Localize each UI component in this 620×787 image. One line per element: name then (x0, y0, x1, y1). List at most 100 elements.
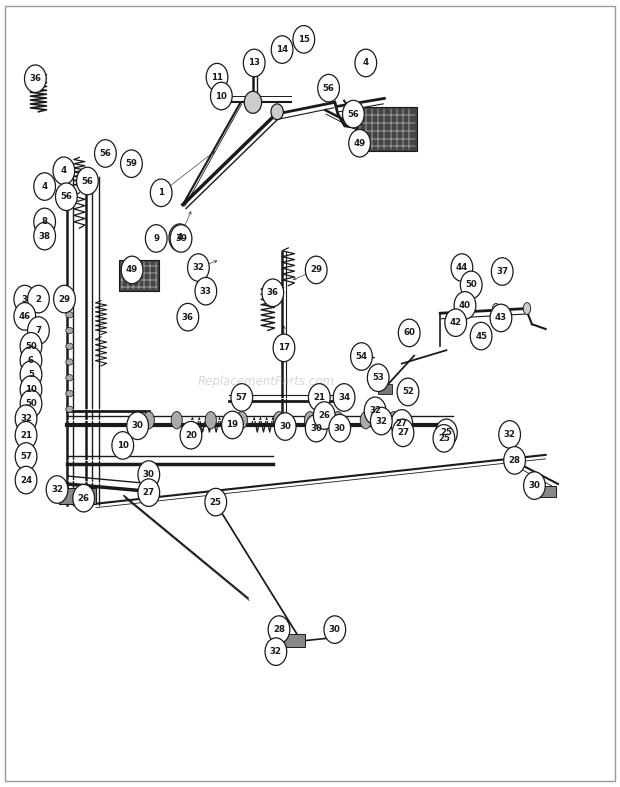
Text: 27: 27 (396, 419, 408, 428)
Circle shape (433, 425, 454, 452)
Text: 26: 26 (318, 411, 330, 420)
Ellipse shape (66, 312, 73, 318)
Circle shape (268, 615, 290, 644)
Circle shape (293, 25, 315, 54)
Text: 19: 19 (226, 420, 239, 430)
Text: 37: 37 (496, 267, 508, 276)
Text: 10: 10 (215, 91, 228, 101)
Ellipse shape (205, 412, 216, 429)
Text: 56: 56 (322, 83, 335, 93)
Circle shape (20, 376, 42, 403)
Ellipse shape (461, 305, 469, 316)
Circle shape (391, 409, 413, 437)
Text: 34: 34 (338, 393, 350, 402)
Circle shape (177, 303, 198, 331)
Circle shape (187, 253, 210, 281)
Ellipse shape (66, 406, 73, 412)
Ellipse shape (66, 390, 73, 397)
Circle shape (243, 49, 265, 77)
Text: 11: 11 (211, 72, 223, 82)
Ellipse shape (332, 412, 343, 429)
Text: 29: 29 (310, 265, 322, 275)
Circle shape (342, 100, 365, 127)
Ellipse shape (66, 327, 73, 334)
Text: 56: 56 (99, 149, 112, 158)
Text: 5: 5 (28, 370, 34, 379)
Text: 54: 54 (355, 352, 368, 361)
Text: 21: 21 (20, 430, 32, 440)
Circle shape (112, 431, 134, 459)
Text: 28: 28 (508, 456, 521, 465)
Circle shape (145, 225, 167, 252)
Circle shape (53, 157, 75, 185)
Text: 32: 32 (270, 647, 282, 656)
Circle shape (14, 286, 36, 312)
Text: 32: 32 (375, 416, 388, 426)
Ellipse shape (66, 343, 73, 349)
Text: 30: 30 (329, 625, 341, 634)
Circle shape (498, 420, 521, 448)
Circle shape (445, 309, 467, 337)
Text: 1: 1 (158, 188, 164, 198)
Circle shape (367, 364, 389, 392)
Text: 46: 46 (19, 312, 31, 321)
Text: 36: 36 (182, 312, 194, 322)
Circle shape (56, 183, 77, 210)
FancyBboxPatch shape (119, 260, 159, 291)
Text: 56: 56 (81, 176, 94, 186)
Text: 32: 32 (192, 263, 205, 272)
Circle shape (25, 65, 46, 92)
FancyBboxPatch shape (232, 389, 244, 406)
Circle shape (20, 346, 42, 374)
Circle shape (20, 332, 42, 360)
Text: 10: 10 (25, 385, 37, 394)
Circle shape (397, 379, 419, 406)
Text: 4: 4 (177, 233, 183, 242)
Circle shape (350, 343, 372, 370)
Circle shape (73, 484, 95, 512)
Circle shape (364, 397, 386, 425)
Text: 57: 57 (236, 393, 248, 402)
Circle shape (151, 179, 172, 207)
Text: 30: 30 (528, 481, 541, 490)
Circle shape (313, 401, 335, 430)
FancyBboxPatch shape (59, 488, 96, 504)
Circle shape (14, 303, 36, 331)
Circle shape (460, 271, 482, 299)
Circle shape (120, 150, 142, 178)
Text: 17: 17 (278, 343, 290, 353)
Circle shape (46, 475, 68, 504)
Text: ReplacementParts.com: ReplacementParts.com (198, 375, 335, 388)
Text: 15: 15 (298, 35, 310, 44)
Text: 40: 40 (459, 301, 471, 310)
Ellipse shape (66, 296, 73, 302)
Text: 33: 33 (200, 286, 212, 296)
Text: 49: 49 (353, 139, 366, 148)
Circle shape (523, 472, 546, 499)
FancyBboxPatch shape (378, 384, 392, 394)
Text: 27: 27 (143, 488, 155, 497)
Circle shape (231, 384, 253, 411)
Text: 59: 59 (125, 159, 138, 168)
Text: 25: 25 (438, 434, 450, 443)
Circle shape (76, 167, 98, 195)
Text: 32: 32 (20, 414, 32, 423)
Circle shape (324, 615, 346, 644)
Text: 50: 50 (25, 399, 37, 408)
Text: 52: 52 (402, 387, 414, 397)
Text: 32: 32 (369, 406, 381, 416)
Text: 27: 27 (397, 428, 409, 438)
Circle shape (222, 411, 243, 439)
Text: 56: 56 (347, 109, 360, 119)
Text: 29: 29 (58, 294, 71, 304)
Text: 4: 4 (42, 182, 48, 191)
Text: 4: 4 (363, 58, 369, 68)
Circle shape (265, 637, 286, 666)
Ellipse shape (236, 412, 247, 429)
Circle shape (122, 257, 143, 284)
Circle shape (33, 208, 56, 236)
Circle shape (54, 286, 76, 312)
Text: 36: 36 (29, 74, 42, 83)
Ellipse shape (66, 359, 73, 365)
Text: 26: 26 (78, 493, 90, 503)
